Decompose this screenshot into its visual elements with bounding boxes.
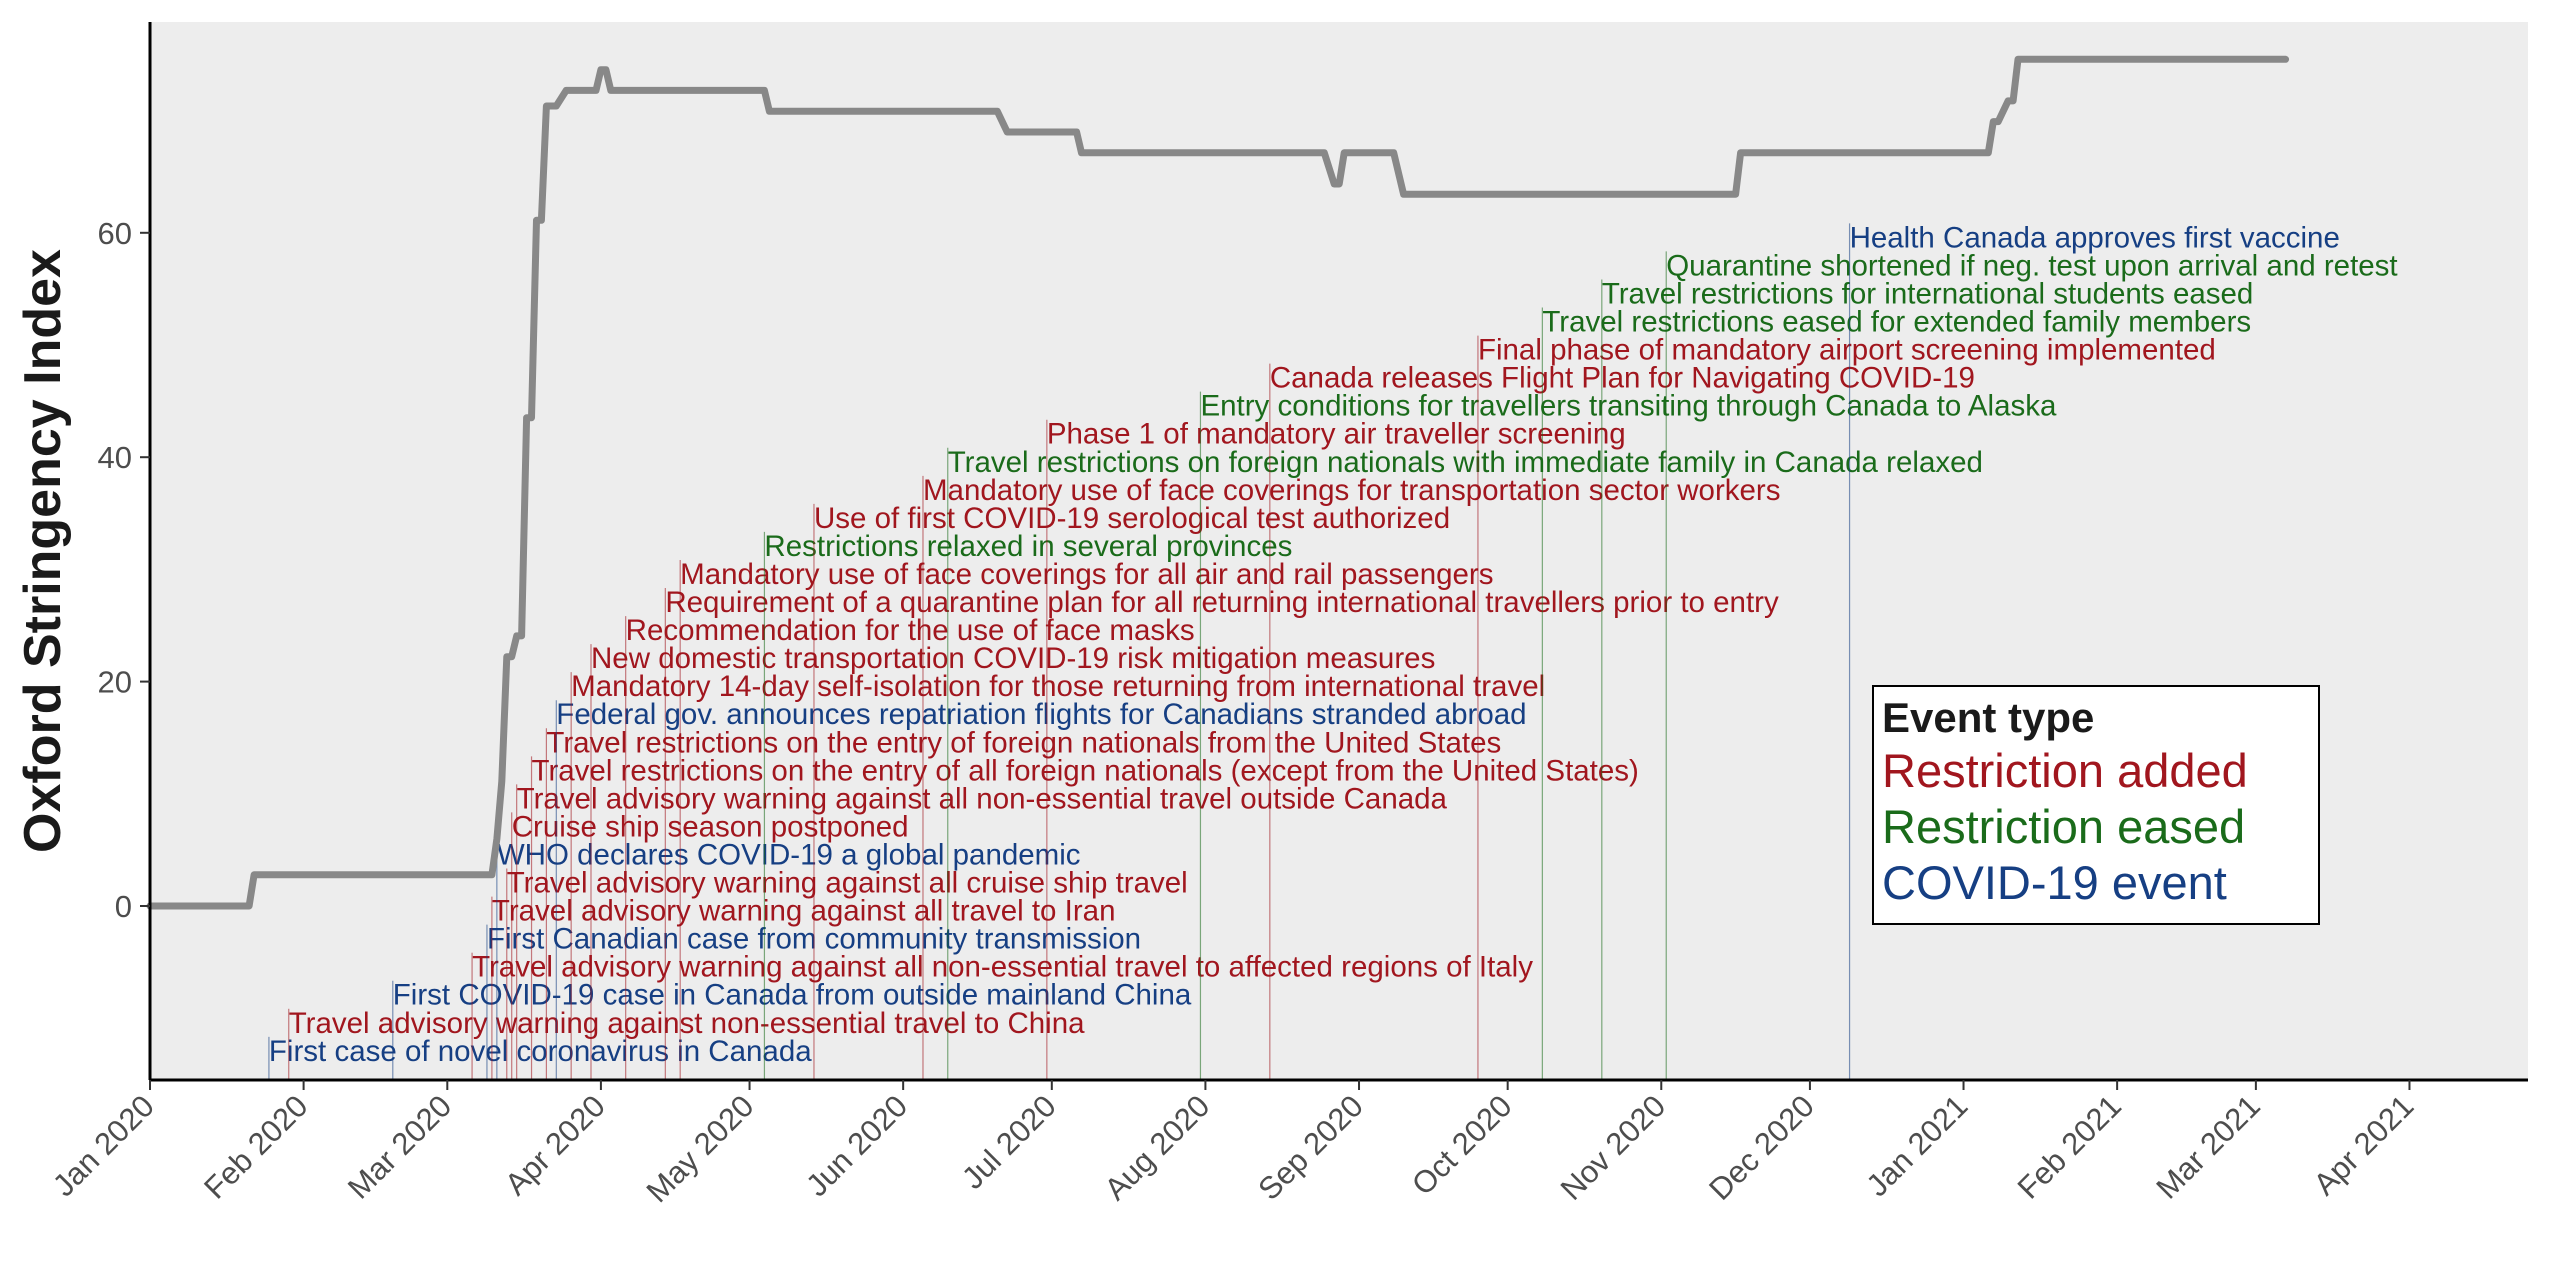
event-label: New domestic transportation COVID-19 ris… <box>591 642 1435 675</box>
event-label: Mandatory 14-day self-isolation for thos… <box>571 670 1545 703</box>
x-tick-label: Mar 2021 <box>2149 1088 2266 1205</box>
event-label: Travel advisory warning against non-esse… <box>289 1007 1085 1040</box>
x-tick-label: Jan 2020 <box>46 1088 161 1203</box>
legend-box <box>1872 685 2320 925</box>
y-tick-label: 40 <box>98 440 132 475</box>
y-tick-label: 20 <box>98 665 132 700</box>
x-tick-label: Jul 2020 <box>955 1088 1063 1196</box>
event-label: Mandatory use of face coverings for all … <box>680 558 1493 591</box>
event-label: Travel advisory warning against all trav… <box>492 895 1116 928</box>
event-label: Mandatory use of face coverings for tran… <box>923 474 1781 507</box>
x-tick-label: Apr 2020 <box>498 1088 612 1202</box>
event-label: Travel restrictions for international st… <box>1602 277 2254 310</box>
event-label: Restrictions relaxed in several province… <box>764 530 1292 563</box>
x-tick-label: Oct 2020 <box>1405 1088 1519 1202</box>
event-label: Health Canada approves first vaccine <box>1850 221 2340 254</box>
event-label: Entry conditions for travellers transiti… <box>1200 390 2057 423</box>
x-tick-label: May 2020 <box>640 1088 761 1209</box>
event-label: Travel restrictions eased for extended f… <box>1542 306 2251 339</box>
event-label: Quarantine shortened if neg. test upon a… <box>1666 249 2397 282</box>
legend-item-covid-event: COVID-19 event <box>1882 856 2227 909</box>
event-label: Cruise ship season postponed <box>512 810 909 843</box>
y-tick-label: 0 <box>115 889 132 924</box>
x-tick-label: Jun 2020 <box>799 1088 914 1203</box>
y-tick-label: 60 <box>98 216 132 251</box>
event-label: Travel restrictions on the entry of all … <box>532 754 1639 787</box>
event-label: Requirement of a quarantine plan for all… <box>665 586 1779 619</box>
legend-item-restriction-added: Restriction added <box>1882 744 2248 797</box>
event-label: Travel restrictions on foreign nationals… <box>948 446 1983 479</box>
legend: Event type Restriction added Restriction… <box>1872 685 2320 925</box>
event-label: Final phase of mandatory airport screeni… <box>1478 334 2216 367</box>
x-tick-label: Feb 2021 <box>2011 1088 2128 1205</box>
event-label: Phase 1 of mandatory air traveller scree… <box>1047 418 1626 451</box>
event-label: Use of first COVID-19 serological test a… <box>814 502 1450 535</box>
event-label: Canada releases Flight Plan for Navigati… <box>1270 362 1975 395</box>
event-label: First case of novel coronavirus in Canad… <box>269 1035 812 1068</box>
legend-title: Event type <box>1882 694 2094 741</box>
x-tick-label: Nov 2020 <box>1554 1088 1673 1207</box>
stringency-line <box>146 55 2290 910</box>
event-label: WHO declares COVID-19 a global pandemic <box>497 838 1081 871</box>
event-label: Travel advisory warning against all crui… <box>507 867 1188 900</box>
x-tick-label: Feb 2020 <box>197 1088 314 1205</box>
x-tick-label: Jan 2021 <box>1860 1088 1975 1203</box>
x-tick-label: Mar 2020 <box>341 1088 458 1205</box>
x-tick-label: Dec 2020 <box>1702 1088 1821 1207</box>
x-tick-label: Apr 2021 <box>2307 1088 2421 1202</box>
event-label: First COVID-19 case in Canada from outsi… <box>393 979 1192 1012</box>
event-label: Recommendation for the use of face masks <box>626 614 1195 647</box>
y-axis-title: Oxford Stringency Index <box>14 249 72 853</box>
event-label: Travel advisory warning against all non-… <box>472 951 1533 984</box>
x-tick-label: Aug 2020 <box>1098 1088 1217 1207</box>
event-label: Federal gov. announces repatriation flig… <box>556 698 1526 731</box>
legend-item-restriction-eased: Restriction eased <box>1882 800 2245 853</box>
event-label: Travel restrictions on the entry of fore… <box>546 726 1501 759</box>
x-tick-label: Sep 2020 <box>1251 1088 1370 1207</box>
event-label: Travel advisory warning against all non-… <box>517 782 1448 815</box>
